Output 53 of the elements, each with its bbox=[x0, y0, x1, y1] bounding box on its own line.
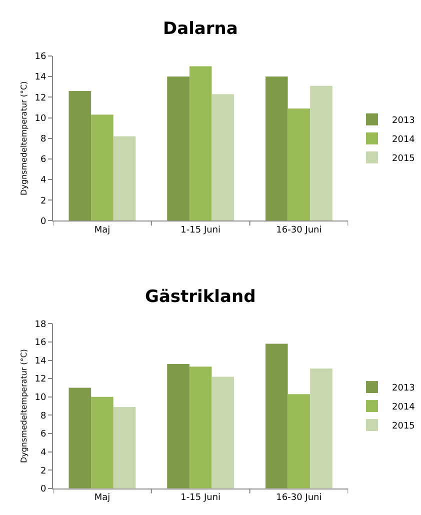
y-tick-label: 8 bbox=[40, 134, 47, 144]
bar bbox=[189, 66, 212, 221]
bar bbox=[310, 86, 332, 221]
bar bbox=[288, 394, 310, 488]
x-tick-label: 1-15 Juni bbox=[180, 493, 221, 504]
y-tick-label: 2 bbox=[40, 466, 46, 476]
y-tick-label: 14 bbox=[34, 72, 47, 83]
bar bbox=[68, 90, 92, 221]
y-tick-label: 6 bbox=[40, 430, 47, 440]
bar bbox=[189, 366, 212, 488]
x-tick-label: 16-30 Juni bbox=[276, 226, 322, 236]
y-tick-label: 14 bbox=[34, 356, 47, 366]
y-tick-label: 10 bbox=[34, 393, 47, 404]
chart-title: Gästrikland bbox=[145, 287, 256, 307]
y-tick-label: 8 bbox=[40, 411, 47, 422]
y-tick-label: 0 bbox=[40, 216, 47, 227]
x-tick-label: 1-15 Juni bbox=[180, 226, 221, 236]
y-tick-label: 16 bbox=[34, 338, 47, 348]
y-axis-title: Dygnsmedeltemperatur (°C) bbox=[19, 349, 28, 464]
y-tick-label: 2 bbox=[40, 196, 46, 206]
bar bbox=[288, 108, 310, 221]
bar bbox=[212, 376, 234, 488]
bar bbox=[167, 364, 190, 488]
x-tick-label: Maj bbox=[94, 226, 110, 236]
legend-label: 2015 bbox=[392, 154, 415, 164]
bar bbox=[167, 76, 190, 221]
legend-label: 2014 bbox=[392, 134, 416, 145]
bar bbox=[68, 388, 92, 488]
y-tick-label: 12 bbox=[34, 93, 46, 104]
legend-label: 2013 bbox=[392, 384, 415, 394]
legend-label: 2014 bbox=[392, 402, 416, 413]
y-tick-label: 16 bbox=[34, 52, 47, 62]
bar bbox=[266, 344, 288, 488]
y-tick-label: 4 bbox=[40, 448, 47, 458]
y-tick-label: 0 bbox=[40, 484, 47, 495]
y-tick-label: 10 bbox=[34, 114, 47, 124]
bar bbox=[266, 76, 288, 221]
bar bbox=[113, 136, 136, 221]
y-tick-label: 6 bbox=[40, 155, 47, 166]
legend-label: 2013 bbox=[392, 116, 415, 126]
y-tick-label: 18 bbox=[34, 320, 47, 330]
bar bbox=[91, 396, 114, 488]
bar bbox=[212, 94, 234, 221]
x-tick-label: Maj bbox=[94, 493, 110, 504]
y-tick-label: 4 bbox=[40, 176, 47, 186]
bar bbox=[91, 114, 114, 221]
chart-title: Dalarna bbox=[163, 19, 238, 39]
y-axis-title: Dygnsmedeltemperatur (°C) bbox=[19, 81, 28, 196]
bar bbox=[310, 368, 332, 488]
legend-label: 2015 bbox=[392, 422, 415, 432]
y-tick-label: 12 bbox=[34, 374, 46, 385]
bar bbox=[113, 406, 136, 488]
x-tick-label: 16-30 Juni bbox=[276, 493, 322, 504]
